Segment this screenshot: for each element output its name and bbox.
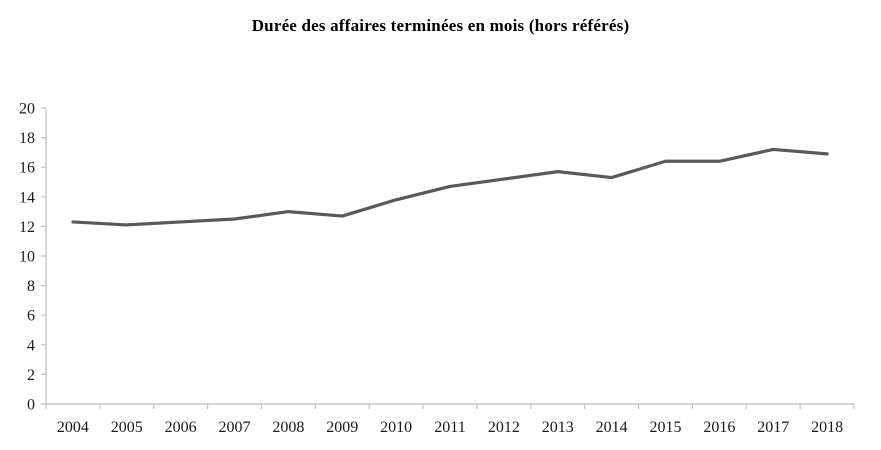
y-axis-tick-label: 6 <box>27 308 35 325</box>
x-axis-tick-label: 2013 <box>542 419 574 436</box>
x-axis-tick-label: 2016 <box>703 419 735 436</box>
y-axis-tick-label: 14 <box>19 189 35 206</box>
x-axis-tick-label: 2004 <box>57 419 89 436</box>
x-axis-tick-label: 2017 <box>757 419 789 436</box>
x-axis-tick-label: 2005 <box>111 419 143 436</box>
x-axis-tick-label: 2011 <box>434 419 465 436</box>
x-axis-tick-label: 2014 <box>596 419 628 436</box>
y-axis-tick-label: 10 <box>19 249 35 266</box>
y-axis-tick-label: 16 <box>19 160 35 177</box>
x-axis-tick-label: 2018 <box>811 419 843 436</box>
x-axis-tick-label: 2006 <box>165 419 197 436</box>
x-axis-tick-label: 2015 <box>649 419 681 436</box>
y-axis-tick-label: 18 <box>19 130 35 147</box>
y-axis-tick-label: 2 <box>27 367 35 384</box>
x-axis-tick-label: 2007 <box>219 419 251 436</box>
y-axis-tick-label: 12 <box>19 219 35 236</box>
chart-title: Durée des affaires terminées en mois (ho… <box>251 16 630 35</box>
y-axis-tick-label: 20 <box>19 101 35 118</box>
y-axis-tick-label: 8 <box>27 278 35 295</box>
x-axis-tick-label: 2010 <box>380 419 412 436</box>
x-axis-tick-label: 2009 <box>326 419 358 436</box>
x-axis-tick-label: 2012 <box>488 419 520 436</box>
y-axis-tick-label: 0 <box>27 397 35 414</box>
x-axis-tick-label: 2008 <box>272 419 304 436</box>
series-line <box>71 147 829 227</box>
y-axis-tick-label: 4 <box>27 337 35 354</box>
